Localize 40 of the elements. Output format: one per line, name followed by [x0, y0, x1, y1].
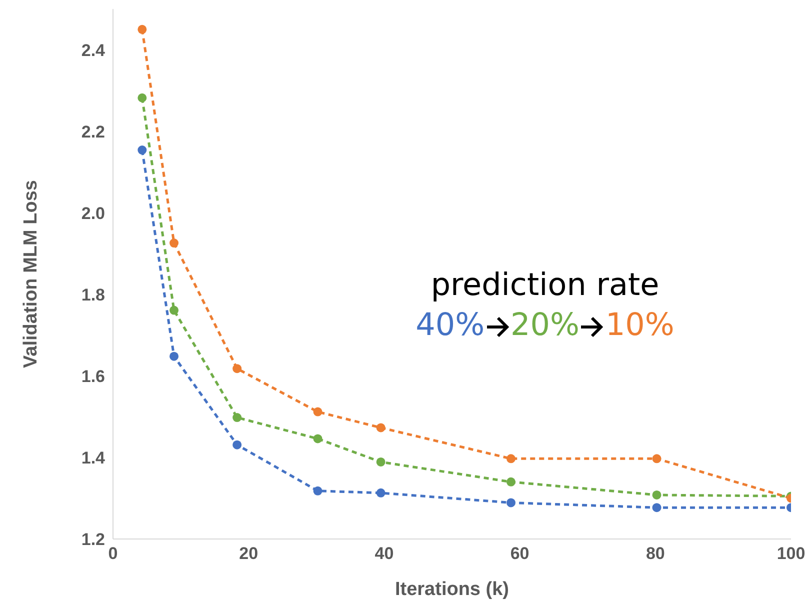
point	[313, 407, 322, 416]
y-tick-label: 2.0	[81, 204, 105, 223]
point	[138, 93, 147, 102]
point	[232, 413, 242, 422]
point	[652, 503, 662, 512]
legend-title: prediction rate	[430, 266, 660, 305]
point	[376, 488, 386, 498]
point	[313, 486, 322, 496]
point	[170, 352, 179, 361]
text: 40%	[416, 307, 485, 343]
y-tick-label: 1.8	[81, 285, 105, 304]
x-tick-label: 20	[239, 544, 258, 564]
x-tick-label: 60	[510, 544, 530, 564]
point	[506, 477, 516, 486]
point	[506, 498, 516, 508]
point	[376, 457, 386, 466]
y-tick-label: 1.4	[81, 448, 106, 468]
point	[138, 24, 147, 34]
y-axis-title: Validation MLM Loss	[20, 180, 42, 368]
x-tick-label: 0	[108, 544, 118, 564]
point	[376, 423, 386, 432]
point	[652, 454, 662, 464]
x-tick-label: 100	[776, 544, 806, 564]
y-tick-label: 1.6	[81, 366, 105, 386]
point	[138, 146, 147, 155]
point	[313, 434, 322, 444]
x-tick-label: 80	[646, 544, 665, 564]
point	[232, 364, 242, 374]
point	[232, 440, 242, 450]
y-tick-label: 2.4	[81, 40, 106, 60]
point	[170, 306, 179, 315]
x-axis-title: Iterations (k)	[394, 579, 510, 600]
x-tick-label: 40	[374, 544, 394, 564]
text: 10%	[605, 307, 674, 343]
y-tick-label: 2.2	[81, 122, 105, 142]
point	[652, 490, 662, 500]
point	[506, 454, 516, 464]
y-tick-label: 1.2	[81, 530, 105, 550]
point	[170, 238, 179, 248]
text: 20%	[510, 307, 580, 343]
